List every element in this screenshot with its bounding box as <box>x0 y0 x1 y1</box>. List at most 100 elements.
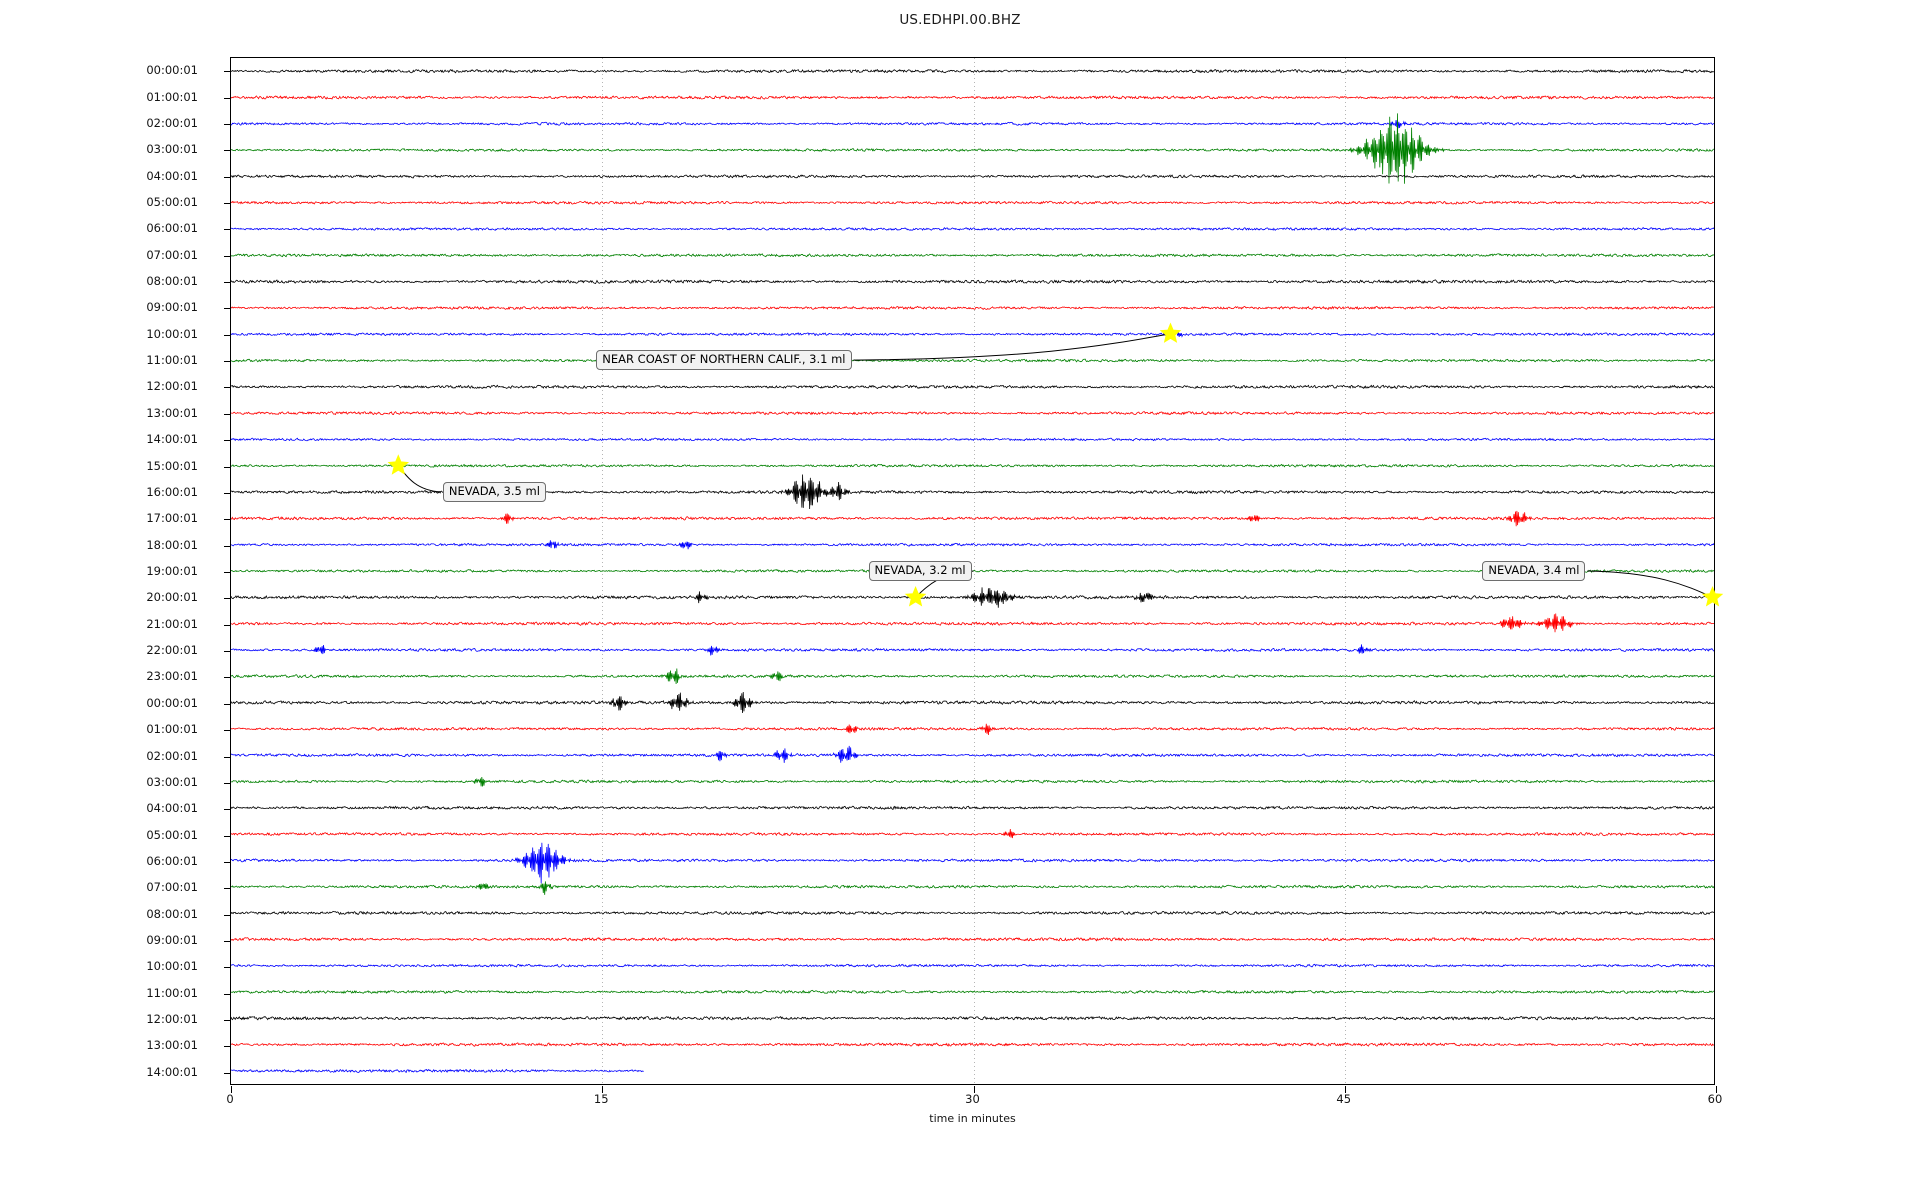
y-axis-label: 05:00:01 <box>146 194 198 209</box>
y-axis-tick <box>224 387 231 389</box>
y-axis-tick <box>224 914 231 916</box>
seismic-trace <box>231 843 1714 884</box>
seismic-trace <box>231 385 1714 388</box>
seismic-trace <box>231 175 1714 178</box>
y-axis-label: 13:00:01 <box>146 405 198 420</box>
seismic-trace <box>231 113 1714 183</box>
y-axis-tick <box>224 730 231 732</box>
trace-container <box>231 58 1714 1084</box>
y-axis-tick <box>224 150 231 152</box>
y-axis-label: 04:00:01 <box>146 168 198 183</box>
seismic-trace <box>231 829 1714 838</box>
y-axis-label: 03:00:01 <box>146 142 198 157</box>
y-axis-label: 08:00:01 <box>146 906 198 921</box>
y-axis-tick <box>224 202 231 204</box>
seismic-trace <box>231 464 1714 467</box>
y-axis-label: 18:00:01 <box>146 537 198 552</box>
y-axis-tick <box>224 440 231 442</box>
y-axis-label: 06:00:01 <box>146 853 198 868</box>
y-axis-label: 14:00:01 <box>146 432 198 447</box>
y-axis-label: 08:00:01 <box>146 274 198 289</box>
x-axis-label: time in minutes <box>929 1112 1016 1125</box>
x-axis-tick <box>1344 1086 1346 1093</box>
y-axis-tick <box>224 123 231 125</box>
seismic-trace <box>231 668 1714 684</box>
y-axis-label: 03:00:01 <box>146 774 198 789</box>
y-axis-label: 14:00:01 <box>146 1064 198 1079</box>
seismic-trace <box>231 70 1714 73</box>
y-axis-tick <box>224 519 231 521</box>
seismic-trace <box>231 474 1714 508</box>
y-axis-label: 10:00:01 <box>146 959 198 974</box>
seismic-trace <box>231 1069 644 1072</box>
y-axis-label: 04:00:01 <box>146 801 198 816</box>
x-axis-tick-label: 45 <box>1336 1092 1352 1106</box>
seismic-trace <box>231 911 1714 914</box>
y-axis-tick <box>224 466 231 468</box>
seismic-trace <box>231 228 1714 231</box>
y-axis-label: 01:00:01 <box>146 89 198 104</box>
seismic-trace <box>231 412 1714 415</box>
y-axis-tick <box>224 703 231 705</box>
y-axis-label: 01:00:01 <box>146 722 198 737</box>
y-axis-tick <box>224 413 231 415</box>
seismic-trace <box>231 330 1714 338</box>
y-axis-label: 12:00:01 <box>146 379 198 394</box>
seismic-trace <box>231 511 1714 526</box>
y-axis-label: 10:00:01 <box>146 326 198 341</box>
y-axis-tick <box>224 809 231 811</box>
x-axis-tick <box>973 1086 975 1093</box>
y-axis-tick <box>224 492 231 494</box>
seismic-trace <box>231 570 1714 573</box>
y-axis-tick <box>224 598 231 600</box>
y-axis-tick <box>224 624 231 626</box>
seismic-trace <box>231 587 1714 607</box>
y-axis-label: 17:00:01 <box>146 511 198 526</box>
y-axis-tick <box>224 71 231 73</box>
seismic-trace <box>231 120 1714 129</box>
seismic-trace <box>231 806 1714 809</box>
y-axis-tick <box>224 334 231 336</box>
y-axis-tick <box>224 572 231 573</box>
x-axis-tick-label: 60 <box>1707 1092 1723 1106</box>
y-axis-label: 23:00:01 <box>146 669 198 684</box>
seismic-trace <box>231 359 1714 362</box>
y-axis-tick <box>224 97 231 99</box>
seismic-trace <box>231 614 1714 633</box>
seismic-trace <box>231 254 1714 257</box>
y-axis-label: 21:00:01 <box>146 616 198 631</box>
y-axis-tick <box>224 993 231 995</box>
seismic-trace <box>231 201 1714 204</box>
y-axis-tick <box>224 1020 231 1022</box>
y-axis-tick <box>224 941 231 943</box>
seismic-trace <box>231 280 1714 284</box>
y-axis-tick <box>224 861 231 863</box>
y-axis-tick <box>224 176 231 178</box>
y-axis-tick <box>224 545 231 547</box>
seismic-trace <box>231 644 1714 655</box>
x-axis-tick-label: 15 <box>593 1092 609 1106</box>
y-axis-label: 00:00:01 <box>146 63 198 78</box>
y-axis-label: 13:00:01 <box>146 1038 198 1053</box>
y-axis-tick <box>224 967 231 969</box>
page-title: US.EDHPI.00.BHZ <box>899 12 1021 28</box>
y-axis-tick <box>224 835 231 837</box>
seismic-trace <box>231 306 1714 309</box>
y-axis-tick <box>224 361 231 363</box>
y-axis-tick <box>224 651 231 653</box>
seismic-trace <box>231 724 1714 735</box>
x-axis-tick <box>1716 1086 1717 1093</box>
y-axis-label: 09:00:01 <box>146 300 198 315</box>
y-axis-tick <box>224 282 231 284</box>
y-axis-label: 15:00:01 <box>146 458 198 473</box>
y-axis-tick <box>224 677 231 679</box>
seismic-trace <box>231 1043 1714 1046</box>
y-axis-tick <box>224 1046 231 1048</box>
y-axis-label: 00:00:01 <box>146 695 198 710</box>
y-axis-label: 11:00:01 <box>146 353 198 368</box>
seismic-trace <box>231 881 1714 895</box>
y-axis-label: 07:00:01 <box>146 880 198 895</box>
seismic-trace <box>231 990 1714 993</box>
seismic-trace <box>231 746 1714 763</box>
